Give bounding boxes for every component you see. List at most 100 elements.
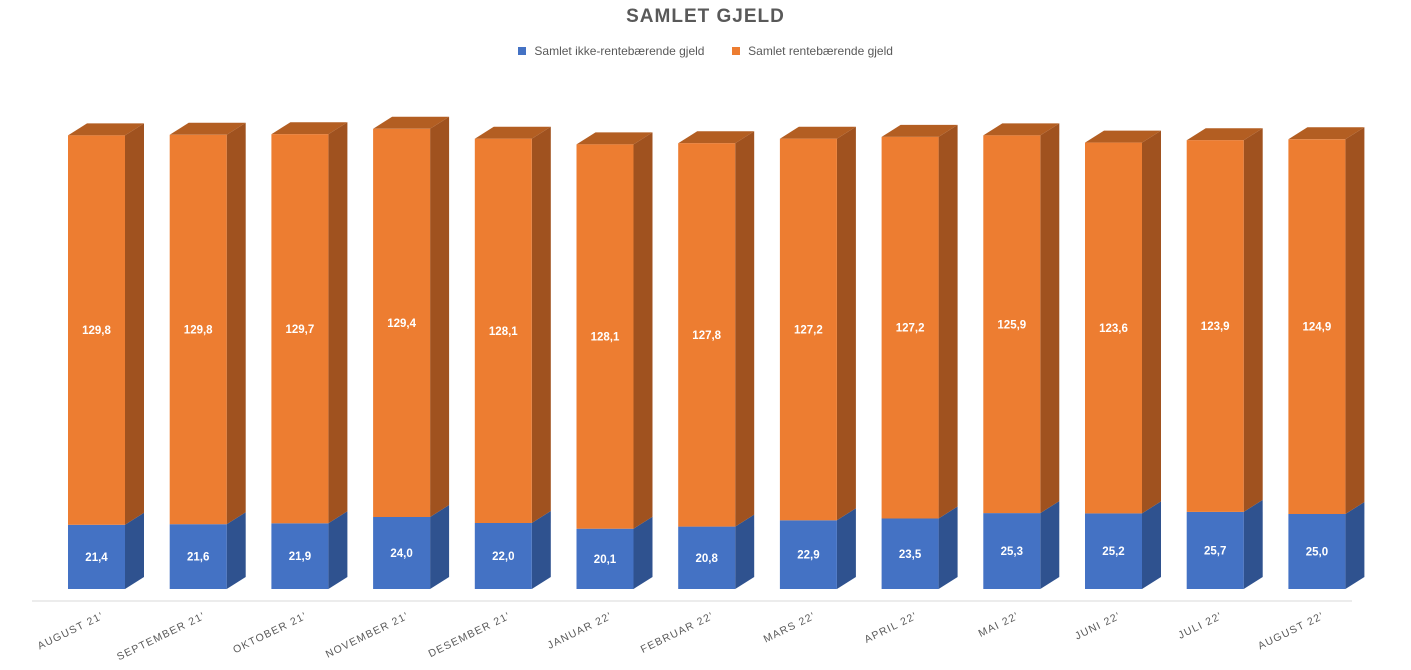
legend-label: Samlet rentebærende gjeld bbox=[748, 44, 893, 58]
data-label-rentebaerende: 129,7 bbox=[286, 324, 315, 336]
x-tick-label: JANUAR 22' bbox=[546, 610, 615, 652]
x-tick-label: OKTOBER 21' bbox=[231, 610, 309, 656]
data-label-rentebaerende: 124,9 bbox=[1303, 322, 1332, 334]
bar-ikke-rentebaerende bbox=[271, 523, 329, 589]
bar-ikke-rentebaerende bbox=[779, 520, 837, 589]
bar-side-ikke-rentebaerende bbox=[328, 511, 348, 589]
data-label-rentebaerende: 127,8 bbox=[692, 330, 721, 342]
data-label-rentebaerende: 128,1 bbox=[591, 332, 620, 344]
bar-side-ikke-rentebaerende bbox=[836, 508, 856, 589]
bar-side-rentebaerende bbox=[633, 132, 653, 529]
bar-rentebaerende bbox=[68, 135, 125, 525]
bar-group: 25,3 125,9 MAI 22' bbox=[977, 123, 1060, 640]
bar-side-rentebaerende bbox=[836, 126, 856, 521]
legend-item-ikke-rentebaerende: Samlet ikke-rentebærende gjeld bbox=[518, 44, 704, 58]
bar-side-ikke-rentebaerende bbox=[735, 514, 755, 589]
legend-item-rentebaerende: Samlet rentebærende gjeld bbox=[731, 44, 893, 58]
bar-ikke-rentebaerende bbox=[983, 513, 1041, 589]
bar-side-ikke-rentebaerende bbox=[938, 506, 958, 589]
bar-ikke-rentebaerende bbox=[678, 526, 736, 589]
x-tick-label: DESEMBER 21' bbox=[427, 610, 513, 660]
bar-top-rentebaerende bbox=[169, 122, 246, 135]
bar-top-rentebaerende bbox=[474, 126, 551, 139]
bar-side-ikke-rentebaerende bbox=[1142, 501, 1161, 589]
bar-rentebaerende bbox=[373, 128, 431, 518]
bar-group: 25,0 124,9 AUGUST 22' bbox=[1256, 127, 1365, 652]
data-label-ikke-rentebaerende: 25,0 bbox=[1306, 547, 1328, 559]
bar-group: 21,4 129,8 AUGUST 21' bbox=[36, 123, 144, 652]
data-label-ikke-rentebaerende: 21,9 bbox=[289, 551, 311, 563]
bar-top-rentebaerende bbox=[373, 116, 450, 129]
bar-ikke-rentebaerende bbox=[1288, 514, 1346, 589]
bar-side-ikke-rentebaerende bbox=[1345, 502, 1365, 589]
bar-rentebaerende bbox=[779, 138, 837, 521]
chart-title: SAMLET GJELD bbox=[626, 6, 785, 27]
bar-side-ikke-rentebaerende bbox=[1040, 501, 1060, 589]
data-label-ikke-rentebaerende: 22,9 bbox=[797, 550, 819, 562]
data-label-rentebaerende: 127,2 bbox=[896, 323, 925, 335]
x-tick-label: AUGUST 22' bbox=[1256, 610, 1326, 652]
bar-side-ikke-rentebaerende bbox=[125, 512, 144, 589]
x-tick-label: APRIL 22' bbox=[863, 610, 920, 646]
bar-group: 20,1 128,1 JANUAR 22' bbox=[546, 132, 653, 652]
bar-top-rentebaerende bbox=[779, 126, 856, 139]
x-tick-label: NOVEMBER 21' bbox=[324, 610, 411, 661]
bar-side-rentebaerende bbox=[735, 131, 755, 527]
data-label-rentebaerende: 129,8 bbox=[184, 325, 213, 337]
x-tick-label: FEBRUAR 22' bbox=[639, 610, 716, 656]
bar-top-rentebaerende bbox=[68, 123, 144, 136]
bar-top-rentebaerende bbox=[678, 131, 755, 144]
bar-group: 24,0 129,4 NOVEMBER 21' bbox=[324, 116, 450, 661]
bar-side-rentebaerende bbox=[531, 126, 551, 523]
bar-top-rentebaerende bbox=[1288, 127, 1365, 140]
bar-rentebaerende bbox=[1186, 140, 1244, 512]
data-label-ikke-rentebaerende: 25,2 bbox=[1102, 546, 1124, 558]
bar-top-rentebaerende bbox=[1085, 130, 1161, 143]
legend: Samlet ikke-rentebærende gjeld Samlet re… bbox=[0, 44, 1411, 58]
bar-top-rentebaerende bbox=[271, 122, 348, 135]
data-label-rentebaerende: 128,1 bbox=[489, 326, 518, 338]
bar-ikke-rentebaerende bbox=[1085, 513, 1142, 589]
data-label-rentebaerende: 129,8 bbox=[82, 325, 111, 337]
bar-rentebaerende bbox=[1085, 142, 1142, 514]
bar-side-ikke-rentebaerende bbox=[1243, 499, 1263, 589]
bar-ikke-rentebaerende bbox=[373, 517, 431, 589]
x-tick-label: JULI 22' bbox=[1176, 610, 1224, 642]
bar-ikke-rentebaerende bbox=[576, 528, 634, 589]
x-tick-label: MARS 22' bbox=[762, 610, 818, 646]
bar-rentebaerende bbox=[169, 134, 227, 525]
bar-rentebaerende bbox=[881, 136, 939, 519]
data-label-ikke-rentebaerende: 21,6 bbox=[187, 552, 209, 564]
data-label-rentebaerende: 125,9 bbox=[997, 319, 1026, 331]
bar-side-rentebaerende bbox=[226, 122, 246, 525]
bar-ikke-rentebaerende bbox=[68, 524, 125, 589]
data-label-rentebaerende: 127,2 bbox=[794, 325, 823, 337]
data-label-ikke-rentebaerende: 21,4 bbox=[85, 552, 108, 564]
bar-group: 23,5 127,2 APRIL 22' bbox=[863, 124, 958, 646]
bar-side-ikke-rentebaerende bbox=[226, 512, 246, 589]
x-tick-label: JUNI 22' bbox=[1073, 610, 1123, 643]
bar-top-rentebaerende bbox=[576, 132, 653, 145]
data-label-ikke-rentebaerende: 20,8 bbox=[696, 553, 719, 565]
bar-side-rentebaerende bbox=[430, 116, 450, 518]
data-label-ikke-rentebaerende: 23,5 bbox=[899, 549, 922, 561]
x-tick-label: AUGUST 21' bbox=[36, 610, 106, 652]
bar-rentebaerende bbox=[474, 138, 532, 523]
bar-side-rentebaerende bbox=[328, 122, 348, 524]
bar-top-rentebaerende bbox=[881, 124, 958, 137]
bar-rentebaerende bbox=[576, 144, 634, 529]
bar-ikke-rentebaerende bbox=[881, 518, 939, 589]
bar-side-ikke-rentebaerende bbox=[633, 516, 653, 589]
bar-group: 22,0 128,1 DESEMBER 21' bbox=[427, 126, 551, 660]
bar-side-ikke-rentebaerende bbox=[430, 505, 450, 589]
data-label-rentebaerende: 129,4 bbox=[387, 318, 416, 330]
data-label-ikke-rentebaerende: 20,1 bbox=[594, 554, 617, 566]
bar-rentebaerende bbox=[983, 135, 1041, 514]
bar-side-rentebaerende bbox=[125, 123, 144, 525]
bar-ikke-rentebaerende bbox=[169, 524, 227, 589]
legend-swatch-blue bbox=[518, 47, 527, 55]
data-label-rentebaerende: 123,6 bbox=[1099, 323, 1128, 335]
data-label-ikke-rentebaerende: 25,7 bbox=[1204, 545, 1226, 557]
bar-rentebaerende bbox=[271, 134, 329, 524]
